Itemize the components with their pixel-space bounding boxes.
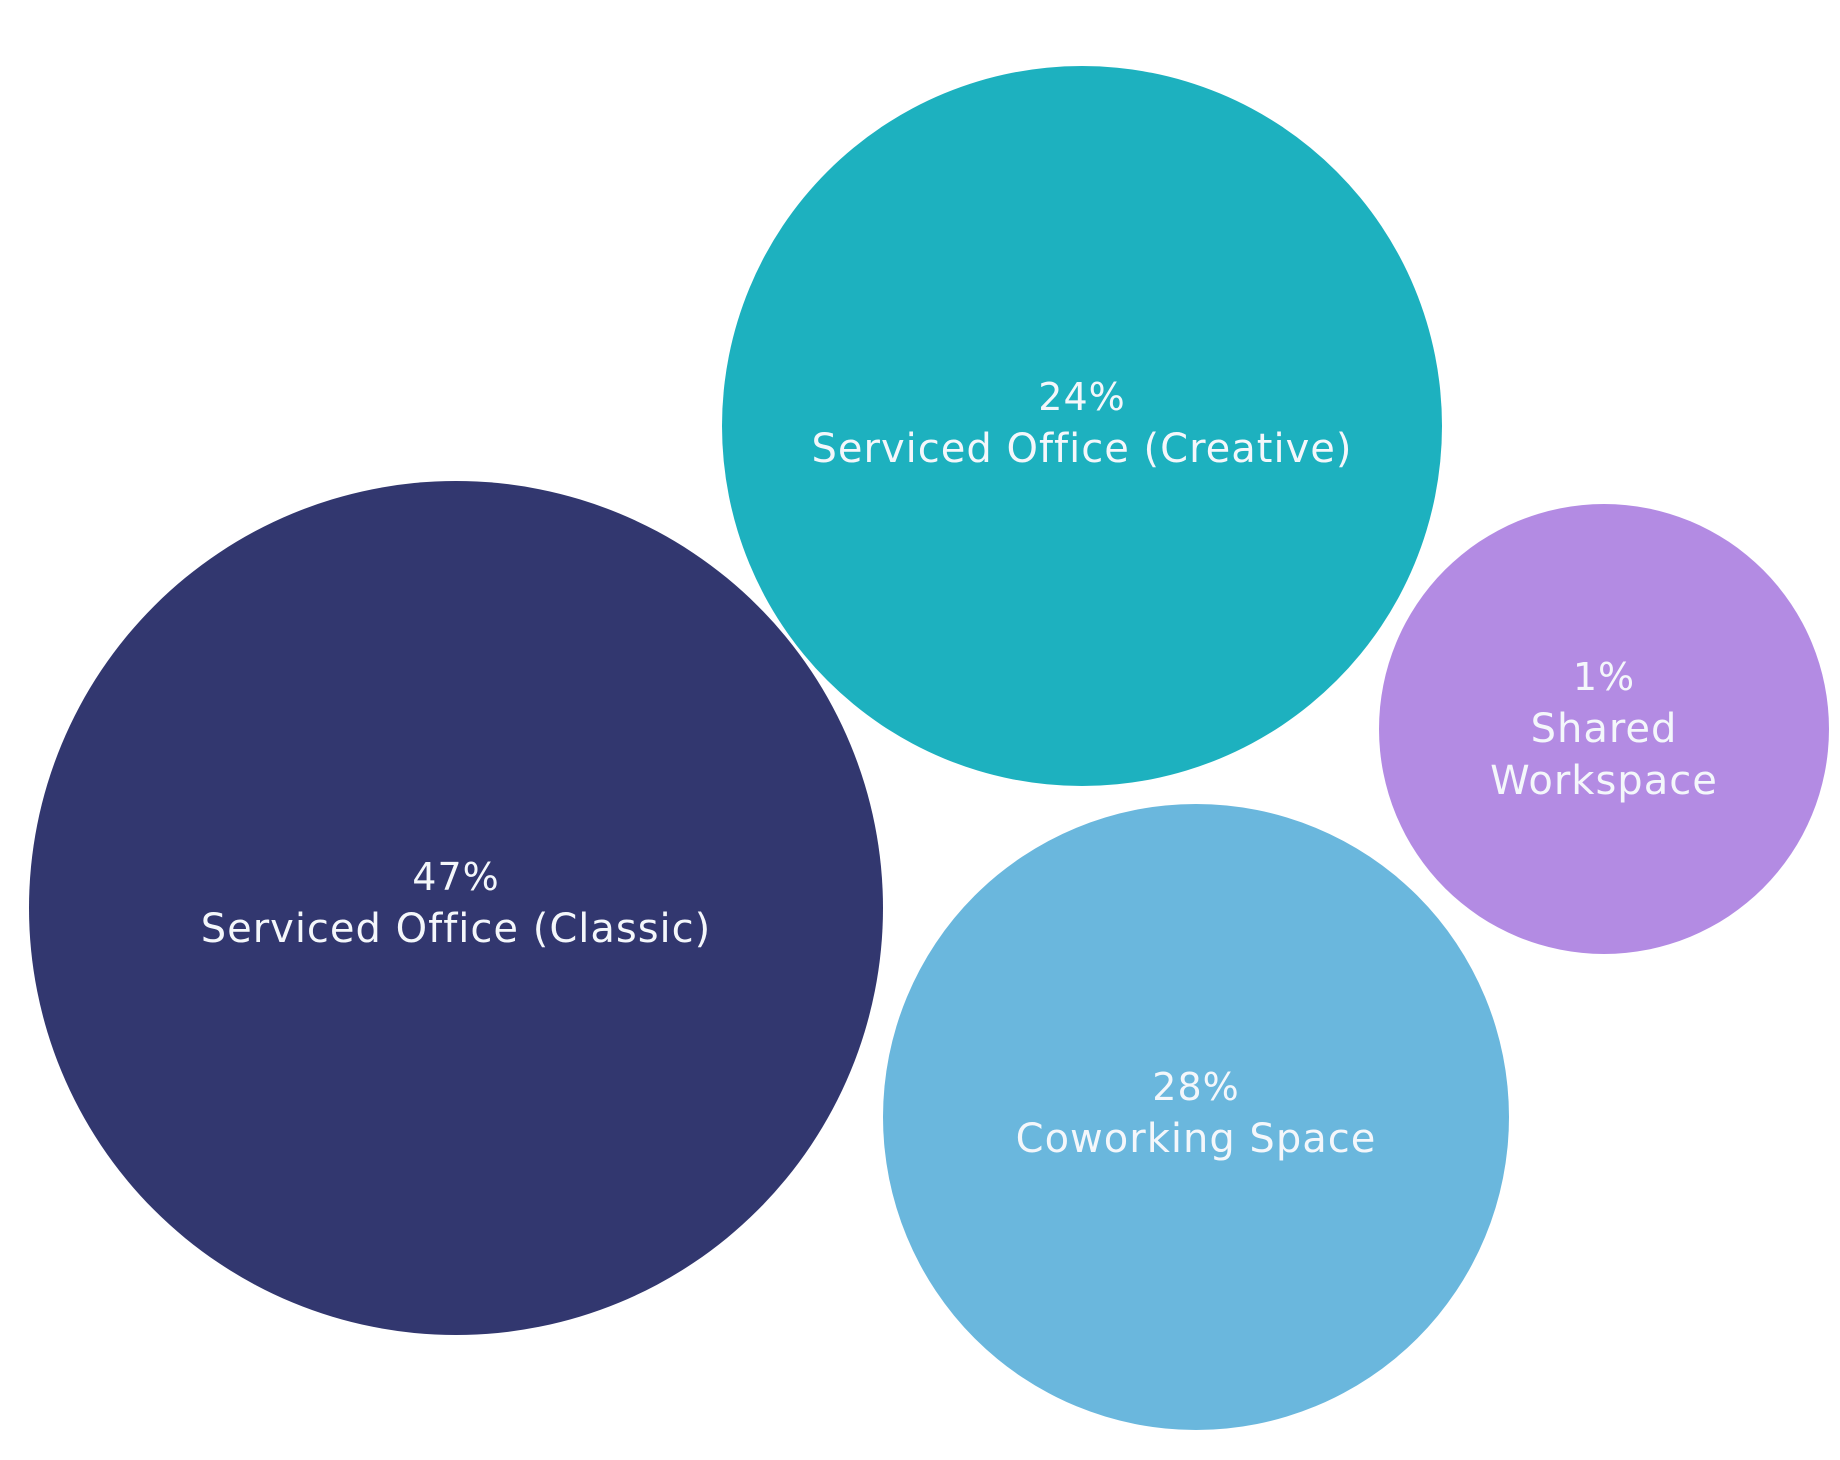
bubble-name-label-serviced-office-classic: Serviced Office (Classic) — [201, 906, 712, 952]
bubble-serviced-office-creative — [722, 66, 1442, 786]
bubbles-layer — [29, 66, 1829, 1430]
bubble-shared-workspace — [1379, 504, 1829, 954]
bubble-value-label-serviced-office-classic: 47% — [412, 855, 499, 899]
labels-layer: 47% Serviced Office (Classic) 28% Coworking… — [201, 375, 1718, 1162]
bubble-serviced-office-classic — [29, 481, 883, 1335]
bubble-name-label-serviced-office-creative: Serviced Office (Creative) — [812, 426, 1353, 472]
bubble-name-label-shared-workspace-line-1: Shared — [1531, 706, 1678, 752]
bubble-name-label-coworking-space: Coworking Space — [1016, 1116, 1377, 1162]
bubble-value-label-coworking-space: 28% — [1152, 1065, 1239, 1109]
bubble-name-label-shared-workspace-line-2: Workspace — [1490, 758, 1718, 804]
bubble-value-label-shared-workspace: 1% — [1573, 655, 1635, 699]
bubble-coworking-space — [883, 804, 1509, 1430]
bubble-value-label-serviced-office-creative: 24% — [1038, 375, 1125, 419]
